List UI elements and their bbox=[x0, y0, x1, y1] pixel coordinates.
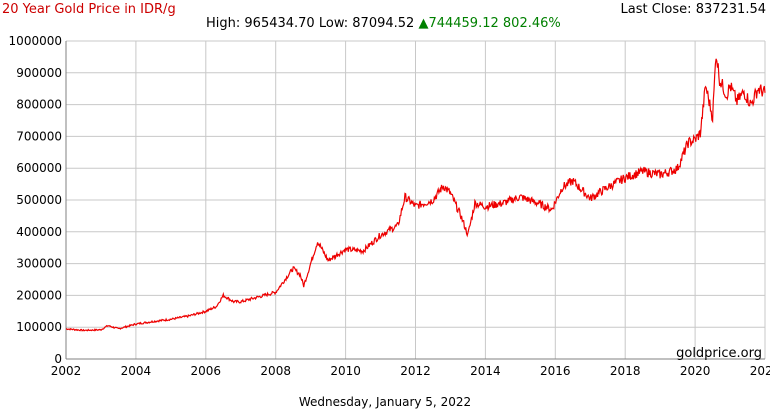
y-tick-label: 900000 bbox=[16, 66, 62, 80]
last-close-value: 837231.54 bbox=[695, 2, 766, 17]
x-tick-label: 2008 bbox=[260, 364, 291, 378]
x-tick-label: 2002 bbox=[51, 364, 82, 378]
x-tick-label: 2014 bbox=[470, 364, 501, 378]
low-value: 87094.52 bbox=[352, 16, 415, 31]
chart-grid bbox=[65, 40, 766, 360]
change-percent: 802.46% bbox=[502, 16, 561, 31]
price-series-line bbox=[66, 58, 766, 332]
chart-title: 20 Year Gold Price in IDR/g bbox=[2, 2, 176, 17]
last-close-label: Last Close: bbox=[620, 2, 692, 17]
y-tick-label: 300000 bbox=[16, 257, 62, 271]
up-arrow-icon: ▲ bbox=[418, 16, 429, 31]
chart-date: Wednesday, January 5, 2022 bbox=[298, 395, 472, 409]
y-tick-label: 0 bbox=[54, 352, 62, 366]
y-tick-label: 1000000 bbox=[9, 34, 62, 48]
high-value: 965434.70 bbox=[244, 16, 315, 31]
chart-frame bbox=[65, 41, 765, 360]
x-tick-label: 2022 bbox=[750, 364, 770, 378]
y-tick-label: 500000 bbox=[16, 193, 62, 207]
y-tick-label: 200000 bbox=[16, 288, 62, 302]
y-axis-ticks: 0 100000 200000 300000 400000 500000 600000 700… bbox=[9, 34, 62, 366]
y-tick-label: 700000 bbox=[16, 129, 62, 143]
y-tick-label: 800000 bbox=[16, 98, 62, 112]
change-value: 744459.12 bbox=[428, 16, 499, 31]
x-tick-label: 2004 bbox=[121, 364, 152, 378]
x-tick-label: 2018 bbox=[610, 364, 641, 378]
y-tick-label: 100000 bbox=[16, 320, 62, 334]
x-tick-label: 2010 bbox=[330, 364, 361, 378]
low-label: Low: bbox=[318, 16, 349, 31]
price-stats: High: 965434.70 Low: 87094.52 ▲744459.12… bbox=[206, 16, 561, 31]
y-tick-label: 400000 bbox=[16, 225, 62, 239]
x-tick-label: 2006 bbox=[191, 364, 222, 378]
x-tick-label: 2016 bbox=[540, 364, 571, 378]
x-axis-ticks: 2002 2004 2006 2008 2010 2012 2014 2016 2018 2020… bbox=[51, 364, 770, 378]
x-tick-label: 2020 bbox=[680, 364, 711, 378]
last-close: Last Close: 837231.54 bbox=[621, 2, 766, 17]
high-label: High: bbox=[206, 16, 241, 31]
x-tick-label: 2012 bbox=[400, 364, 431, 378]
y-tick-label: 600000 bbox=[16, 161, 62, 175]
watermark: goldprice.org bbox=[676, 346, 762, 361]
